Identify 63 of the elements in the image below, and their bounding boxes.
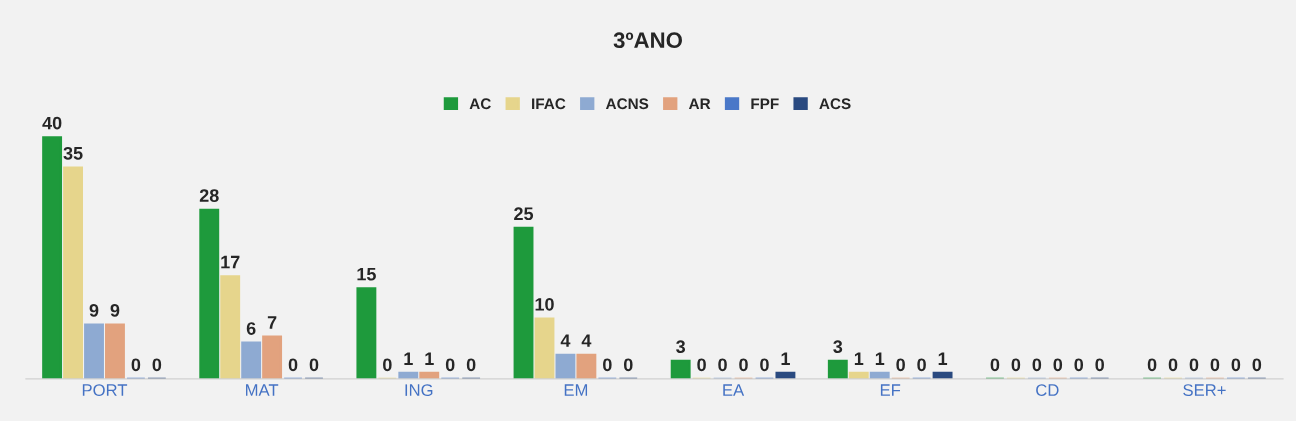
- data-label: 0: [603, 358, 612, 372]
- data-label: 0: [1032, 358, 1042, 372]
- legend-label: ACS: [819, 98, 851, 110]
- data-label: 0: [1210, 358, 1220, 372]
- data-label: 0: [1189, 358, 1199, 372]
- legend-label: AC: [469, 98, 491, 110]
- data-label: 1: [404, 352, 413, 365]
- data-label: 15: [357, 267, 376, 281]
- data-label: 0: [760, 358, 769, 372]
- data-label: 0: [1095, 358, 1104, 372]
- data-label: 7: [267, 316, 277, 329]
- x-tick-label: EF: [880, 384, 901, 396]
- data-label: 35: [63, 146, 83, 160]
- legend-label: FPF: [751, 98, 779, 110]
- data-label: 0: [623, 358, 633, 372]
- data-label: 0: [288, 358, 298, 372]
- data-label: 6: [246, 322, 256, 335]
- data-label: 25: [514, 207, 534, 221]
- legend-label: IFAC: [532, 98, 566, 110]
- data-label: 0: [739, 358, 748, 372]
- x-tick-label: ING: [405, 384, 433, 396]
- data-label: 0: [1147, 358, 1157, 372]
- data-label: 1: [425, 352, 434, 365]
- data-label: 0: [697, 358, 706, 372]
- data-label: 40: [42, 116, 62, 130]
- data-label: 0: [1053, 358, 1063, 372]
- x-tick-label: PORT: [82, 384, 128, 396]
- data-label: 1: [854, 352, 864, 365]
- data-label: 4: [560, 334, 571, 347]
- data-label: 0: [1231, 358, 1241, 372]
- data-label: 17: [221, 255, 240, 269]
- chart-title: 3ºANO: [613, 32, 682, 49]
- data-label: 0: [1011, 358, 1021, 372]
- data-label: 0: [466, 358, 476, 372]
- data-label: 1: [875, 352, 885, 365]
- data-label: 0: [445, 358, 455, 372]
- data-label: 1: [938, 352, 948, 365]
- data-label: 3: [833, 340, 843, 354]
- data-label: 4: [581, 334, 592, 347]
- x-tick-label: EA: [723, 384, 745, 396]
- data-label: 0: [1074, 358, 1084, 372]
- data-label: 28: [199, 189, 219, 202]
- x-tick-label: MAT: [246, 384, 279, 396]
- data-label: 10: [535, 297, 554, 311]
- data-label: 0: [383, 358, 392, 372]
- x-tick-label: CD: [1036, 384, 1059, 396]
- data-label: 0: [152, 358, 162, 372]
- data-label: 0: [990, 358, 1000, 372]
- legend-label: AR: [688, 98, 711, 110]
- data-label: 0: [309, 358, 319, 372]
- data-label: 0: [718, 358, 727, 372]
- data-label: 0: [1168, 358, 1178, 372]
- data-label: 9: [110, 304, 120, 317]
- data-label: 0: [131, 358, 141, 372]
- x-tick-label: SER+: [1183, 384, 1226, 396]
- data-label: 0: [1252, 358, 1262, 372]
- data-label: 0: [917, 358, 926, 372]
- legend-label: ACNS: [605, 98, 649, 110]
- x-tick-label: EM: [564, 384, 588, 396]
- data-label: 3: [676, 340, 686, 354]
- data-label: 0: [896, 358, 905, 372]
- data-label: 1: [781, 352, 790, 365]
- data-label: 9: [89, 304, 99, 317]
